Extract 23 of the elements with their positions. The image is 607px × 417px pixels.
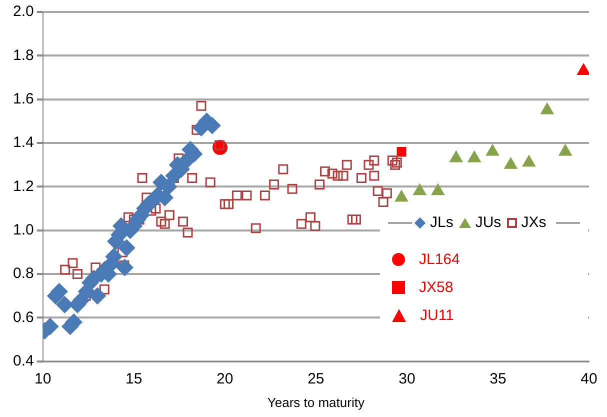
y-tick-label: 0.6 [12, 308, 34, 326]
legend-label: JX58 [419, 278, 454, 296]
x-tick-label: 10 [34, 370, 52, 388]
y-tick-label: 0.4 [12, 352, 34, 370]
y-tick-label: 1.4 [12, 134, 34, 152]
legend-label: JLs [430, 214, 454, 231]
y-tick-label: 1.6 [12, 90, 34, 108]
legend-label: JU11 [420, 306, 454, 324]
x-tick-label: 25 [308, 370, 324, 388]
y-tick-label: 2.0 [12, 3, 34, 20]
y-tick-label: 0.8 [12, 265, 34, 282]
x-tick-label: 15 [126, 370, 142, 388]
y-tick-label: 1.0 [12, 222, 34, 239]
legend-label: JUs [475, 214, 502, 231]
x-tick-label: 20 [216, 370, 234, 388]
y-tick-label: 1.8 [12, 46, 34, 64]
legend-label: JXs [521, 214, 546, 231]
x-axis-title: Years to maturity [267, 394, 365, 410]
y-tick-label: 1.2 [12, 178, 34, 195]
x-tick-label: 30 [398, 370, 416, 388]
x-tick-label: 35 [490, 370, 506, 388]
x-tick-label: 40 [580, 370, 598, 388]
legend-label: JL164 [419, 250, 460, 268]
